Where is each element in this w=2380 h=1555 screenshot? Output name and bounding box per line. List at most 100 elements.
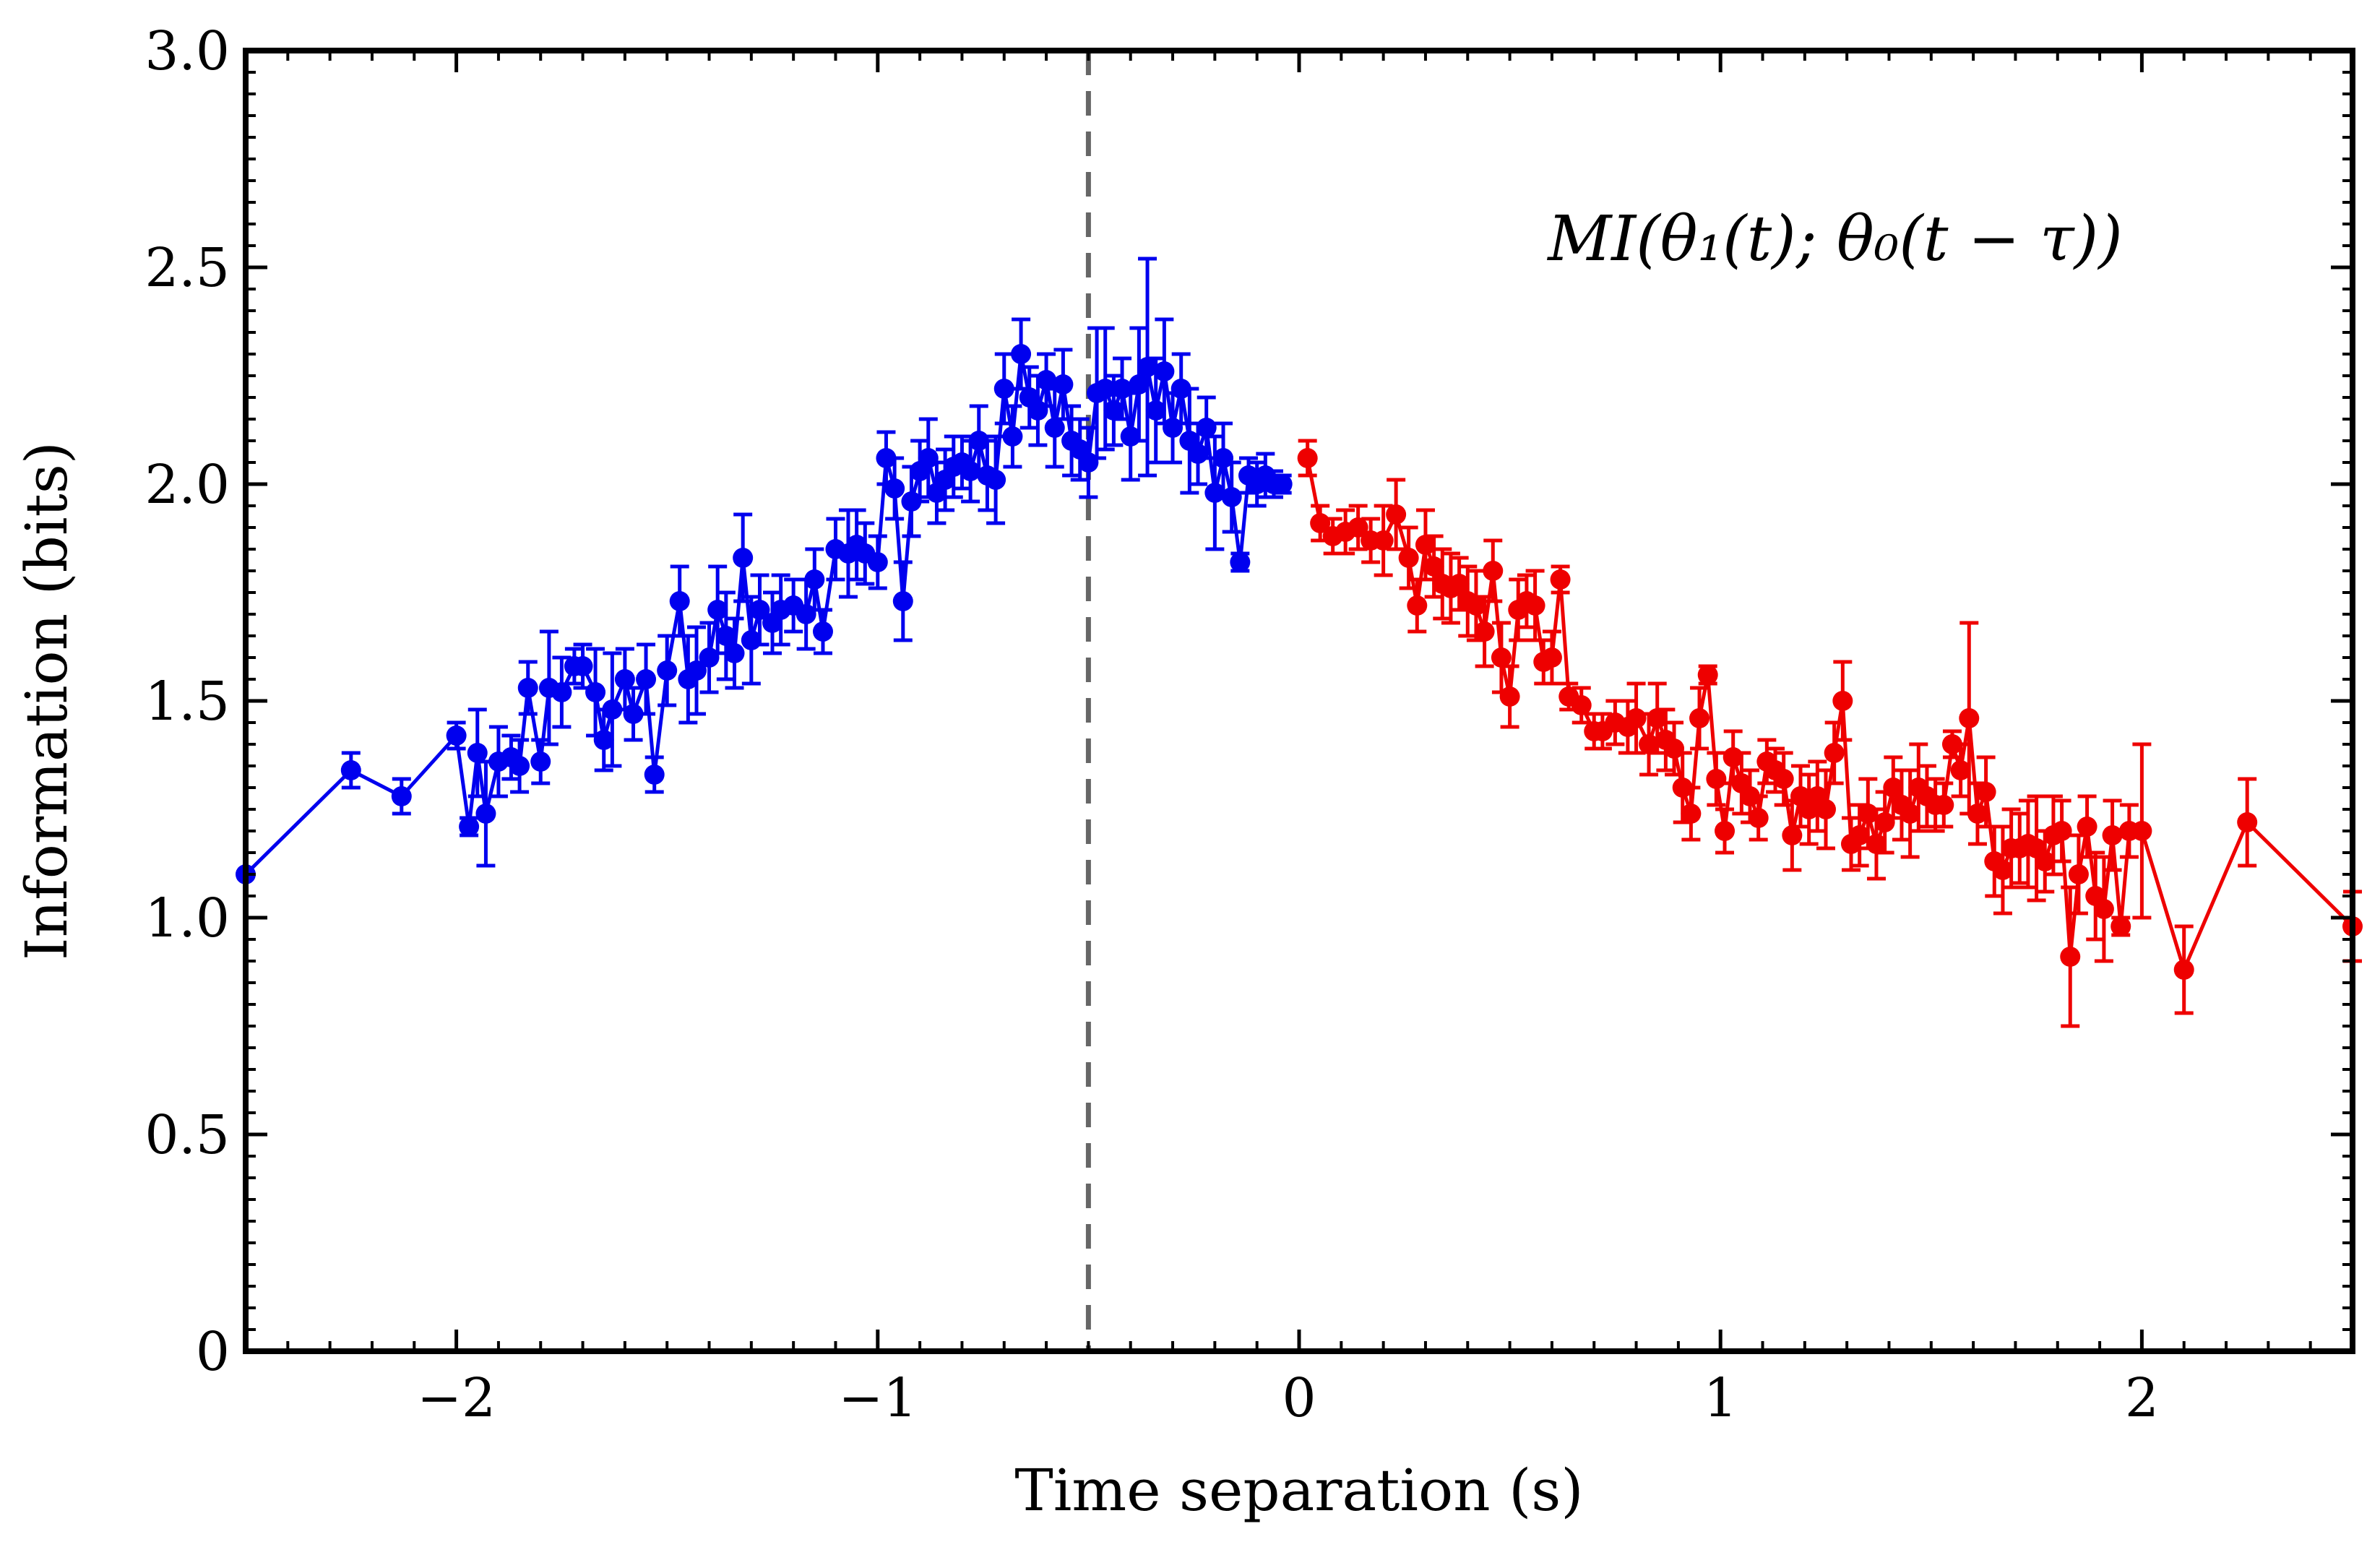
x-tick-label: −2 [417,1367,496,1429]
data-point [657,660,678,681]
data-point [475,804,496,824]
data-point [2237,812,2258,832]
data-point [2068,864,2089,884]
data-point [715,626,736,646]
data-point [1824,743,1845,763]
series-1 [1297,439,2363,1028]
data-point [459,817,480,837]
data-point [1095,379,1116,399]
data-point [724,643,745,663]
data-point [593,730,614,750]
data-point [467,743,488,763]
data-point [2060,947,2081,967]
data-point [2077,817,2097,837]
data-point [1398,548,1419,568]
data-point [1525,595,1545,616]
data-point [1036,370,1057,390]
x-axis-title: Time separation (s) [1014,1457,1583,1524]
data-point [1773,769,1794,789]
data-point [1297,448,1318,468]
data-point [1407,595,1428,616]
x-tick-label: −1 [838,1367,917,1429]
data-point [530,751,551,772]
data-point [1849,825,1870,845]
y-tick-label: 0 [196,1321,230,1383]
y-tick-label: 2.5 [145,237,230,299]
data-point [1499,686,1520,707]
data-point [1154,361,1175,382]
data-point [749,600,770,620]
y-tick-label: 1.5 [145,671,230,733]
data-point [1975,782,1996,802]
data-point [509,756,530,776]
data-point [1483,561,1504,581]
data-point [2110,916,2131,936]
x-tick-label: 2 [2125,1367,2159,1429]
data-point [614,669,635,689]
y-tick-label: 0.5 [145,1104,230,1166]
data-point [1044,418,1065,438]
data-point [1129,374,1150,395]
data-point [1550,569,1571,590]
data-point [1782,825,1803,845]
data-point [892,591,913,611]
data-point [812,621,833,642]
data-point [1465,595,1486,616]
data-point [1230,552,1251,572]
data-point [340,760,361,780]
data-point [1541,647,1562,668]
data-point [391,786,412,806]
data-point [1137,357,1158,377]
y-tick-label: 3.0 [145,20,230,82]
data-point [1474,621,1495,642]
data-point [1832,691,1853,711]
data-point [986,470,1006,490]
data-point [1423,556,1444,577]
data-point [1221,487,1242,507]
data-point [1706,769,1727,789]
data-point [1348,517,1368,538]
data-point [2051,821,2072,841]
data-point [1196,418,1217,438]
data-point [1373,530,1394,551]
data-point [551,682,572,702]
data-point [1415,535,1436,555]
data-point [1053,374,1074,395]
data-point [1626,708,1647,728]
data-point [446,725,467,746]
data-point [602,699,623,720]
data-point [1145,400,1166,421]
data-point [1002,426,1023,447]
data-point [623,704,644,724]
data-point [1491,647,1512,668]
data-point [1386,504,1407,525]
data-point [644,764,665,785]
data-point [2093,899,2114,919]
data-point [686,660,707,681]
data-point [1571,695,1592,715]
data-point [1715,821,1736,841]
data-point [1866,834,1887,854]
data-point [733,548,754,568]
data-point [1103,400,1124,421]
y-tick-label: 1.0 [145,887,230,949]
data-point [804,569,825,590]
x-tick-label: 1 [1704,1367,1738,1429]
data-point [1748,808,1769,828]
series-0 [236,257,1293,884]
data-point [1681,804,1702,824]
data-point [1933,795,1954,815]
data-point [669,591,690,611]
data-point [2035,851,2056,871]
data-point [1959,708,1980,728]
data-point [1816,799,1836,819]
data-point [585,682,606,702]
data-point [636,669,657,689]
data-point [1950,760,1971,780]
data-point [884,478,905,499]
mi-annotation: MI(θ₁(t); θ₀(t − τ)) [1546,203,2123,275]
data-point [2102,825,2123,845]
data-point [1689,708,1710,728]
data-point [1967,804,1988,824]
